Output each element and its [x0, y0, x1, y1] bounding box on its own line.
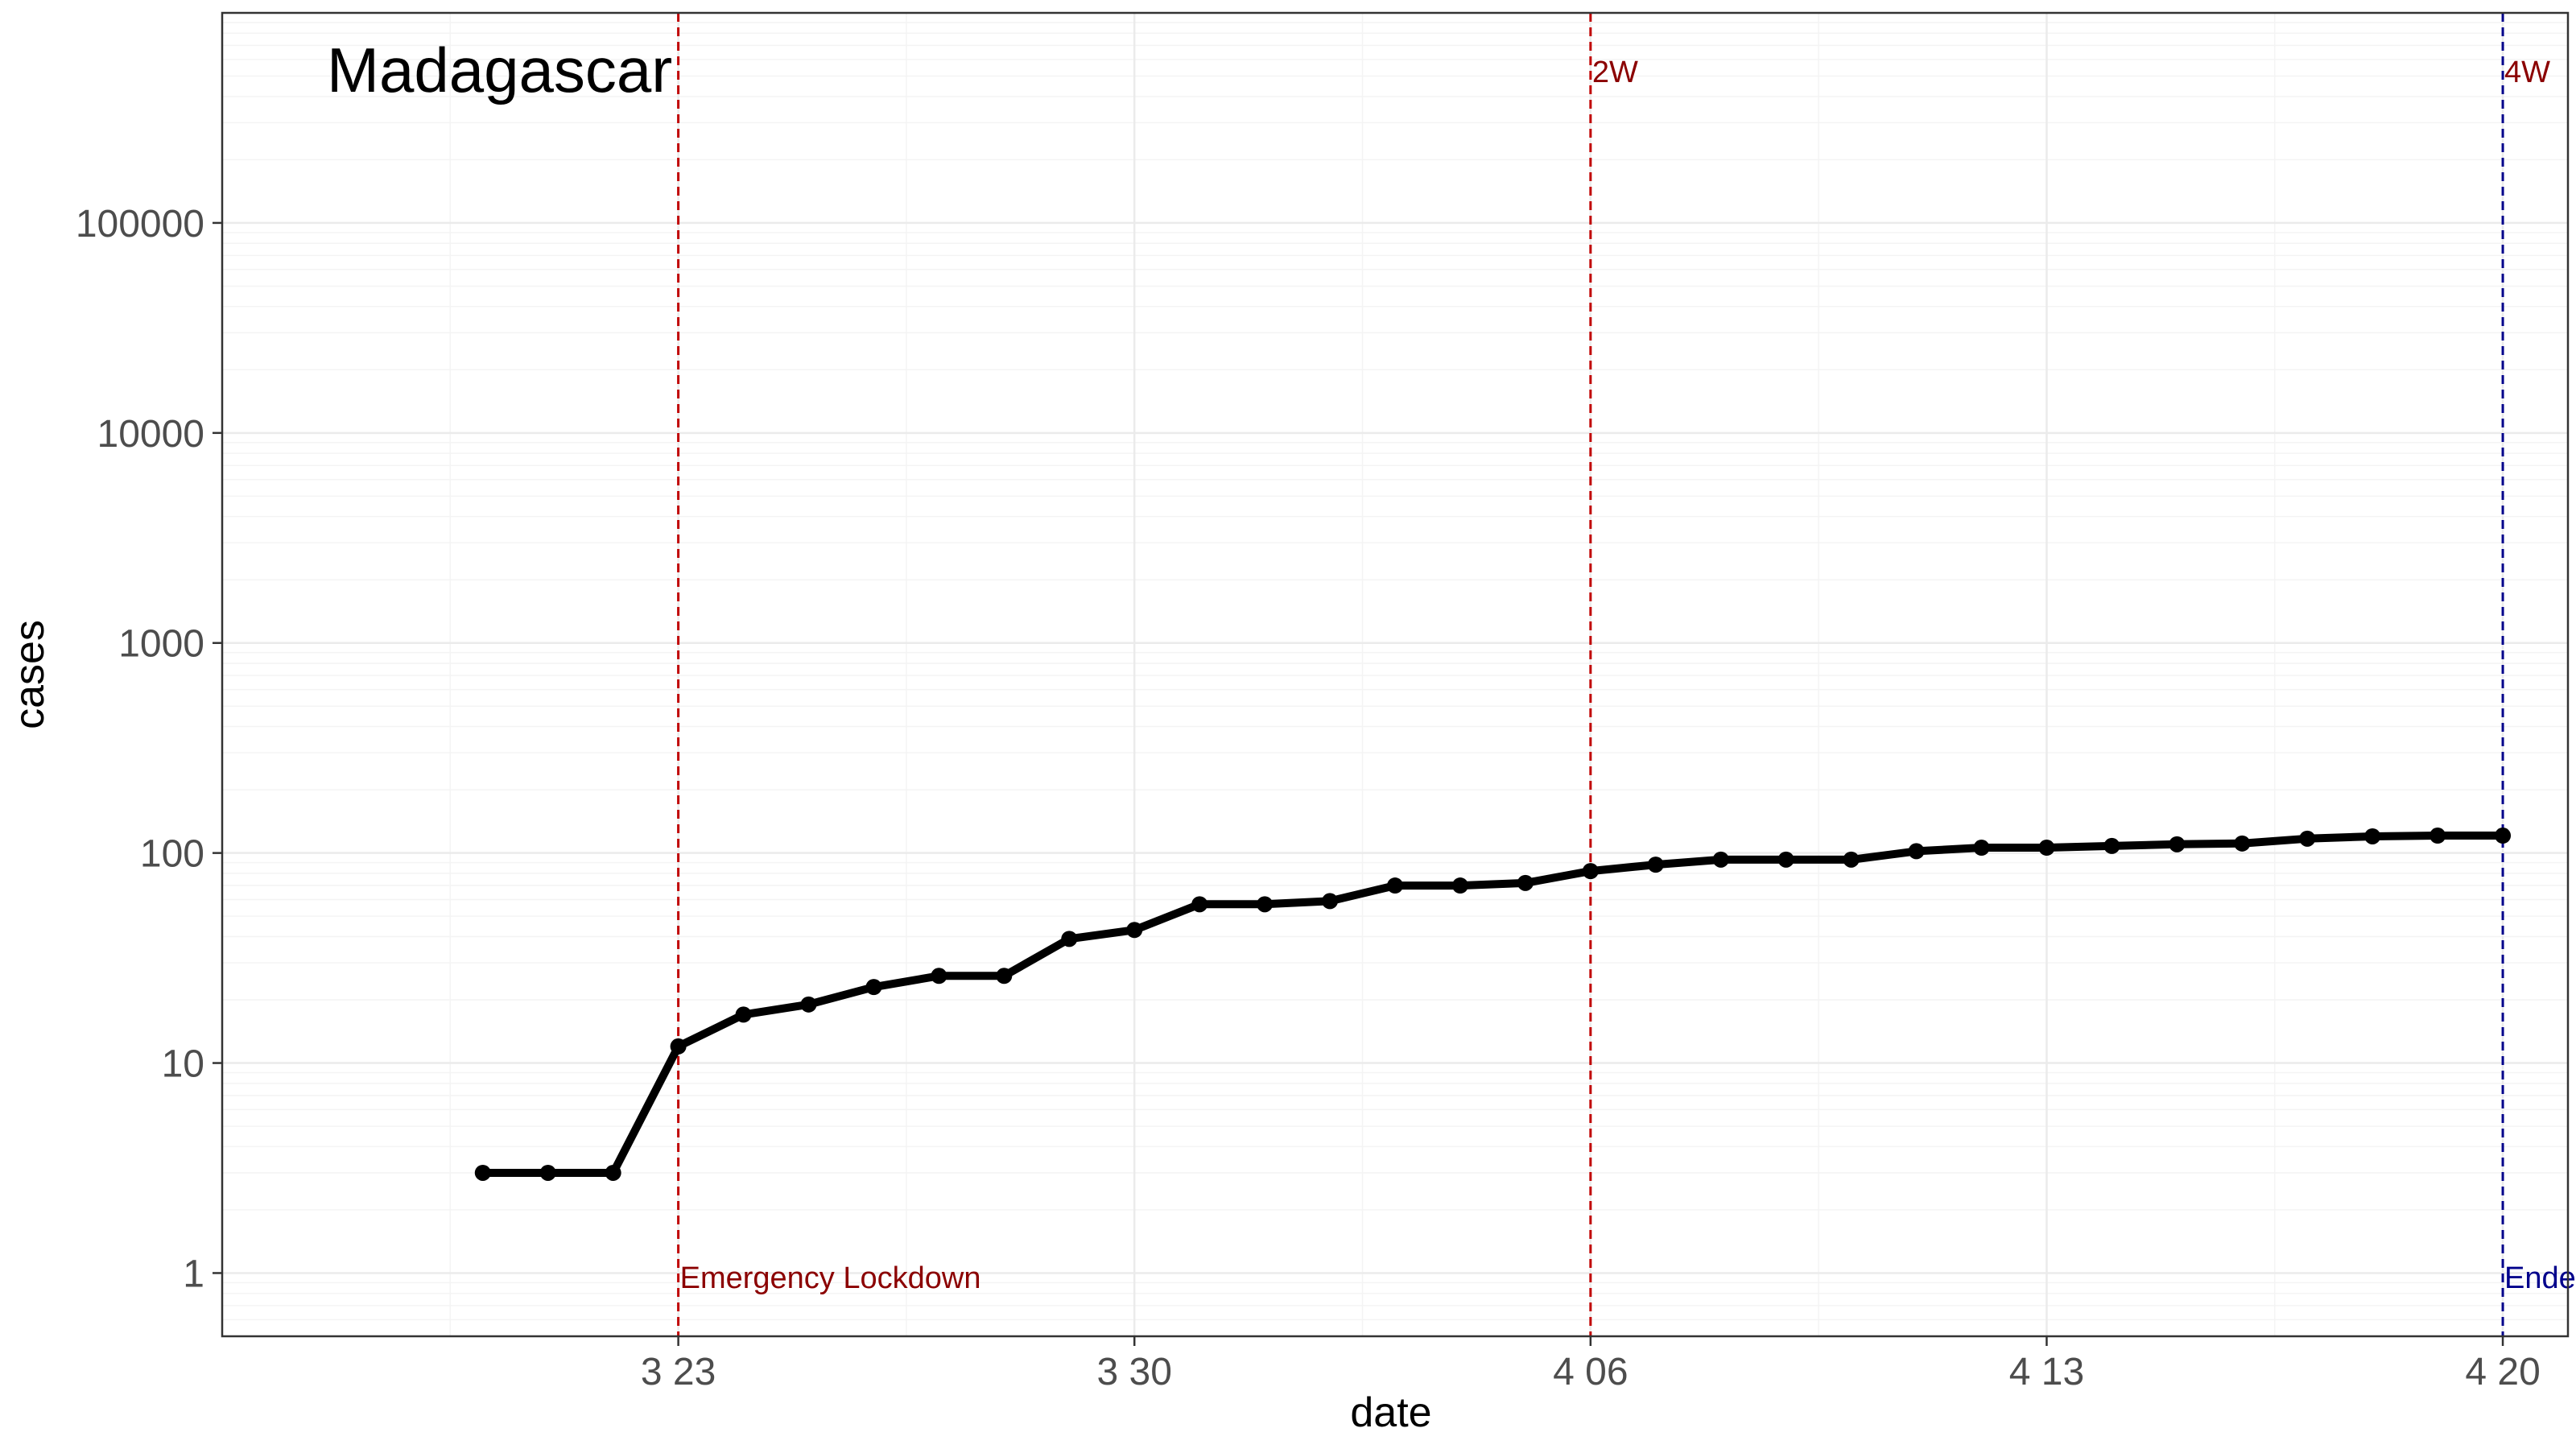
x-tick-label: 3 30 — [1097, 1351, 1172, 1393]
annotation-labels: Emergency Lockdown 2W 4W Ended — [680, 56, 2576, 1295]
data-point — [1582, 863, 1599, 880]
grid-major — [222, 13, 2568, 1336]
data-point — [2103, 837, 2120, 854]
panel-border — [221, 11, 2570, 1338]
data-point — [670, 1038, 687, 1055]
data-point — [1126, 922, 1143, 939]
x-tick-label: 4 06 — [1553, 1351, 1628, 1393]
data-point — [2364, 828, 2381, 844]
data-point — [1843, 851, 1860, 868]
annotation-label: Ended — [2504, 1261, 2576, 1295]
data-point — [1517, 874, 1534, 891]
data-point — [539, 1164, 556, 1181]
data-point — [996, 968, 1013, 984]
data-point — [2299, 830, 2316, 847]
data-point — [2495, 828, 2512, 844]
data-point — [931, 968, 947, 984]
data-point — [605, 1164, 621, 1181]
y-tick-label: 1000 — [118, 623, 204, 666]
data-point — [800, 996, 817, 1013]
data-point — [474, 1164, 491, 1181]
annotation-label: Emergency Lockdown — [680, 1261, 981, 1295]
series-line — [478, 832, 2508, 1177]
data-point — [1777, 851, 1794, 868]
x-tick-label: 3 23 — [641, 1351, 716, 1393]
x-axis-ticks: 3 23 3 30 4 06 4 13 4 20 — [641, 1336, 2541, 1393]
y-tick-label: 1 — [183, 1253, 204, 1295]
data-point — [1191, 896, 1208, 913]
data-point — [2234, 835, 2251, 852]
data-point — [2169, 836, 2186, 852]
y-axis-ticks: 1 10 100 1000 10000 100000 — [76, 203, 222, 1295]
y-tick-label: 10000 — [97, 413, 204, 456]
x-tick-label: 4 13 — [2009, 1351, 2084, 1393]
annotation-label: 2W — [1592, 56, 1638, 89]
data-point — [1061, 931, 1078, 947]
annotation-label: 4W — [2504, 56, 2550, 89]
data-point — [1451, 877, 1468, 894]
data-point — [1712, 851, 1729, 868]
y-tick-label: 100000 — [76, 203, 204, 246]
y-axis-title: cases — [6, 620, 53, 729]
data-point — [2429, 828, 2446, 844]
annotation-lines — [677, 13, 2504, 1336]
data-point — [1647, 857, 1664, 873]
data-point — [1322, 893, 1339, 910]
data-point — [735, 1006, 752, 1023]
data-point — [1387, 877, 1403, 894]
chart-title: Madagascar — [327, 35, 672, 105]
data-point — [1973, 840, 1990, 857]
y-tick-label: 100 — [140, 833, 204, 876]
data-point — [2038, 840, 2055, 857]
y-tick-label: 10 — [162, 1043, 204, 1086]
grid-minor-x — [449, 13, 2276, 1336]
x-axis-title: date — [1350, 1389, 1431, 1436]
data-point — [1257, 896, 1274, 913]
series-layer — [474, 828, 2512, 1181]
data-point — [865, 979, 882, 996]
x-tick-label: 4 20 — [2465, 1351, 2540, 1393]
data-point — [1908, 843, 1925, 860]
